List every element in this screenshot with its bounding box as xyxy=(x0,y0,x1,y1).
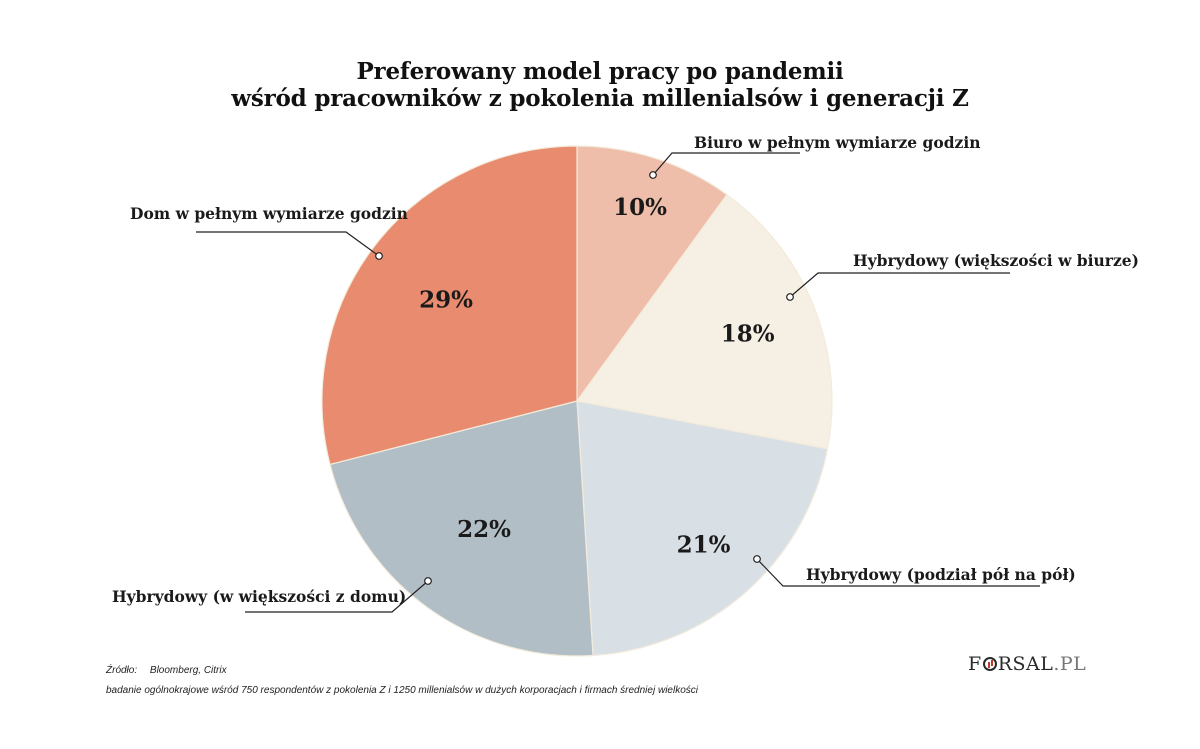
category-labels: Biuro w pełnym wymiarze godzin Hybrydowy … xyxy=(112,133,1139,606)
category-label-hybryda-biuro: Hybrydowy (większości w biurze) xyxy=(853,251,1139,270)
value-label-biuro: 10% xyxy=(613,194,667,221)
category-label-dom: Dom w pełnym wymiarze godzin xyxy=(130,204,408,223)
callout-line-hybryda-dom xyxy=(245,580,429,613)
callout-line-hybryda-biuro xyxy=(789,272,1010,298)
survey-note: badanie ogólnokrajowe wśród 750 responde… xyxy=(106,685,698,696)
callout-line-dom xyxy=(196,231,380,257)
callout-dot-hybryda-pol xyxy=(753,555,761,563)
callout-dot-dom xyxy=(375,252,383,260)
logo-chart-icon xyxy=(982,657,997,671)
source-note: Źródło: Bloomberg, Citrix badanie ogólno… xyxy=(106,661,698,701)
value-labels: 10% 18% 21% 22% 29% xyxy=(419,194,775,559)
callout-dot-hybryda-dom xyxy=(424,577,432,585)
value-label-hybryda-dom: 22% xyxy=(457,516,511,543)
value-label-hybryda-pol: 21% xyxy=(677,532,731,559)
chart-title: Preferowany model pracy po pandemii wśró… xyxy=(0,58,1200,112)
logo-text-end: RSAL xyxy=(997,653,1054,675)
chart-title-line-1: Preferowany model pracy po pandemii xyxy=(356,58,844,85)
callout-lines xyxy=(196,152,1040,613)
pie-slice-hybryda-dom xyxy=(329,400,594,657)
logo-domain: .PL xyxy=(1053,653,1087,675)
value-label-hybryda-biuro: 18% xyxy=(721,320,775,347)
category-label-hybryda-pol: Hybrydowy (podział pół na pół) xyxy=(806,565,1076,584)
pie-slice-hybryda-biuro xyxy=(575,193,833,450)
callout-dot-biuro xyxy=(649,171,657,179)
callout-dot-hybryda-biuro xyxy=(786,293,794,301)
pie-slice-biuro xyxy=(576,145,728,403)
pie-slices xyxy=(321,145,833,657)
category-label-biuro: Biuro w pełnym wymiarze godzin xyxy=(694,133,981,152)
pie-slice-dom xyxy=(321,145,578,466)
value-label-dom: 29% xyxy=(419,286,473,313)
forsal-logo: F RSAL.PL xyxy=(968,653,1086,675)
category-label-hybryda-dom: Hybrydowy (w większości z domu) xyxy=(112,587,406,606)
source-text: Bloomberg, Citrix xyxy=(149,665,227,676)
callout-line-hybryda-pol xyxy=(756,558,1040,587)
logo-text-start: F xyxy=(968,653,982,675)
pie-slice-hybryda-pol xyxy=(576,400,829,657)
source-label: Źródło: xyxy=(106,665,138,676)
callout-line-biuro xyxy=(652,152,800,176)
chart-title-line-2: wśród pracowników z pokolenia millenials… xyxy=(231,85,969,112)
